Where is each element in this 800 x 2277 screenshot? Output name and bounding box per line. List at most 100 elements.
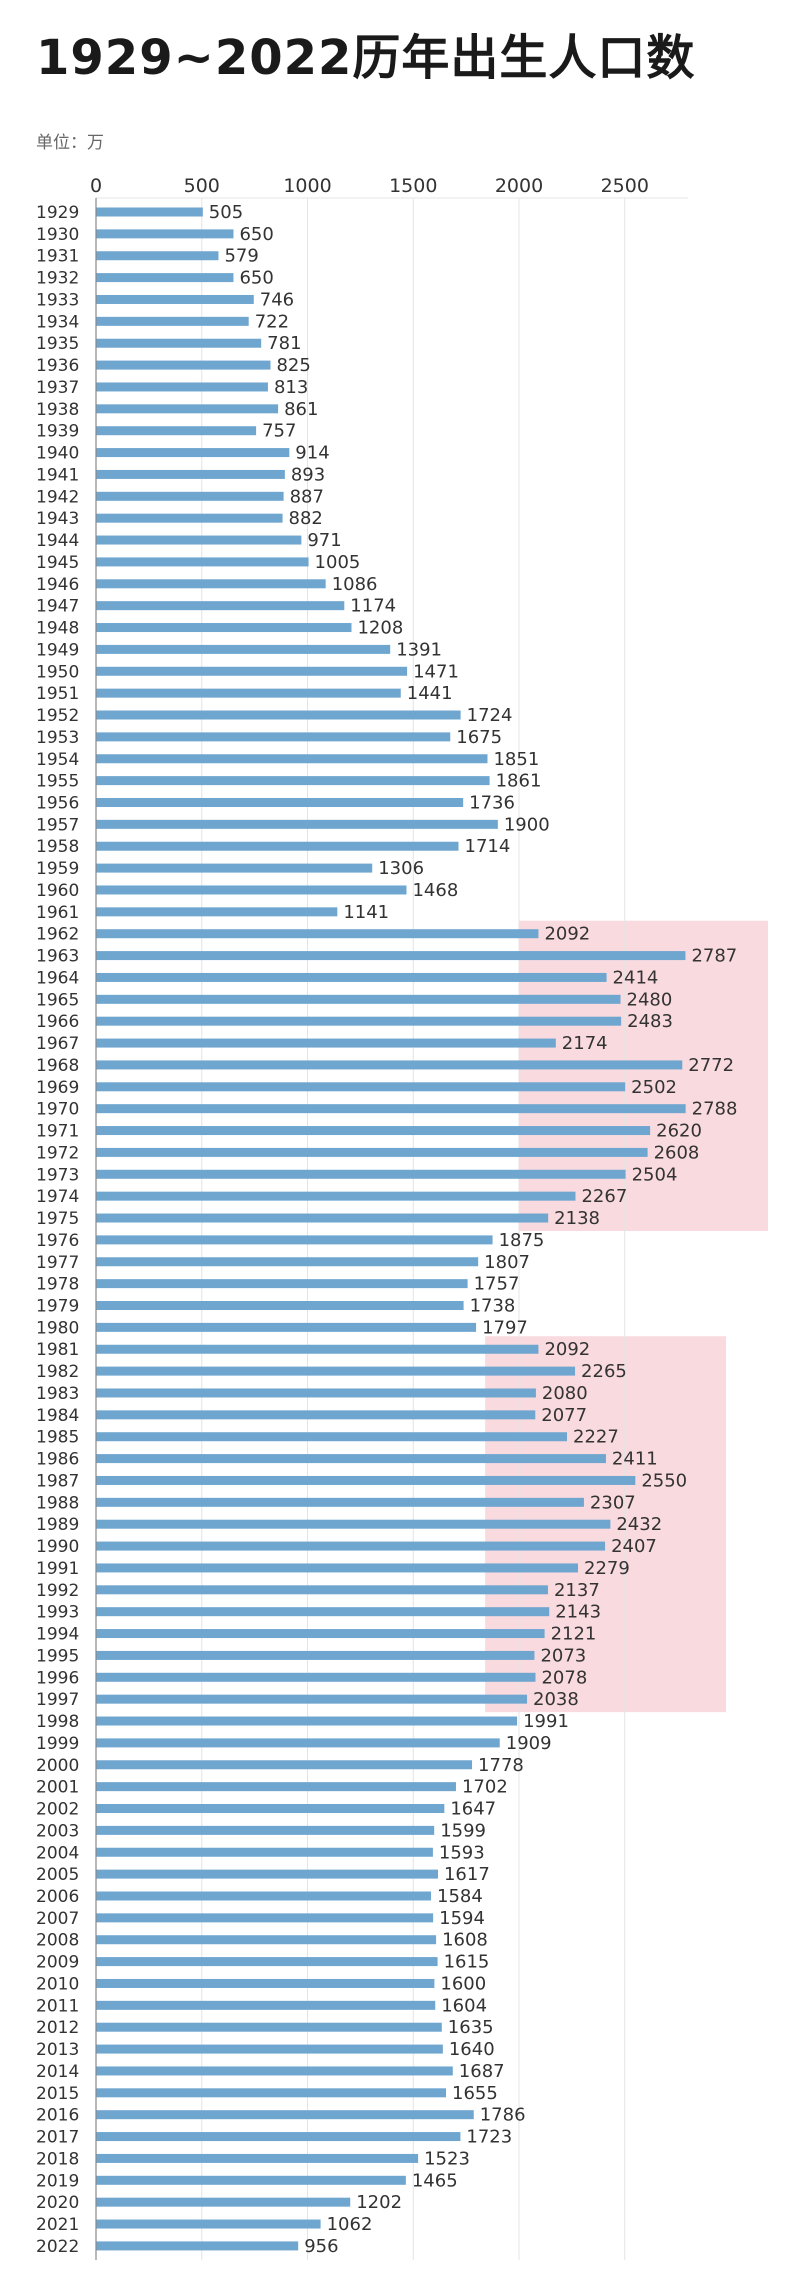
bar-1993 <box>96 1607 550 1617</box>
bar-1974 <box>96 1191 576 1201</box>
value-label: 1875 <box>499 1230 545 1251</box>
value-label: 893 <box>291 464 325 485</box>
year-label: 1937 <box>36 378 79 398</box>
bar-1956 <box>96 797 464 807</box>
value-label: 1391 <box>396 639 442 660</box>
value-label: 1086 <box>332 574 378 595</box>
bar-1965 <box>96 994 621 1004</box>
bar-1929 <box>96 207 203 217</box>
year-label: 1992 <box>36 1581 79 1601</box>
value-label: 2411 <box>612 1449 658 1470</box>
year-label: 2016 <box>36 2106 79 2126</box>
year-label: 1988 <box>36 1493 79 1513</box>
bar-2005 <box>96 1869 438 1879</box>
value-label: 2121 <box>551 1624 597 1645</box>
value-label: 2788 <box>692 1099 738 1120</box>
year-label: 2007 <box>36 1909 79 1929</box>
value-label: 1723 <box>466 2127 512 2148</box>
value-label: 1471 <box>413 661 459 682</box>
year-label: 1993 <box>36 1603 79 1623</box>
value-label: 1441 <box>407 683 453 704</box>
bar-1954 <box>96 754 488 764</box>
bar-1951 <box>96 688 401 698</box>
year-label: 1929 <box>36 203 79 223</box>
bar-1950 <box>96 666 408 676</box>
value-label: 2772 <box>688 1055 734 1076</box>
value-label: 1702 <box>462 1777 508 1798</box>
year-label: 1963 <box>36 947 79 967</box>
value-label: 1594 <box>439 1908 485 1929</box>
bar-1964 <box>96 972 607 982</box>
bar-1975 <box>96 1213 549 1223</box>
bar-2018 <box>96 2153 419 2163</box>
bar-1986 <box>96 1454 606 1464</box>
bar-1981 <box>96 1344 539 1354</box>
value-label: 1675 <box>456 727 502 748</box>
bar-2010 <box>96 1978 435 1988</box>
year-label: 1930 <box>36 225 79 245</box>
bar-1980 <box>96 1322 477 1332</box>
value-label: 1062 <box>327 2214 373 2235</box>
x-tick-label: 500 <box>184 175 220 197</box>
bar-1931 <box>96 251 219 261</box>
year-label: 1975 <box>36 1209 79 1229</box>
value-label: 2092 <box>544 924 590 945</box>
year-label: 1938 <box>36 400 79 420</box>
value-label: 1687 <box>459 2061 505 2082</box>
value-label: 1208 <box>357 618 403 639</box>
bar-1999 <box>96 1738 500 1748</box>
year-label: 1973 <box>36 1165 79 1185</box>
value-label: 2073 <box>540 1645 586 1666</box>
year-label: 2004 <box>36 1843 79 1863</box>
year-label: 1999 <box>36 1734 79 1754</box>
bar-1935 <box>96 338 262 348</box>
value-label: 2620 <box>656 1121 702 1142</box>
bar-1987 <box>96 1475 636 1485</box>
bar-2014 <box>96 2066 453 2076</box>
year-label: 2012 <box>36 2018 79 2038</box>
year-label: 2001 <box>36 1778 79 1798</box>
value-label: 1714 <box>465 836 511 857</box>
value-label: 2502 <box>631 1077 677 1098</box>
value-label: 1736 <box>469 792 515 813</box>
year-label: 1958 <box>36 837 79 857</box>
x-tick-label: 2500 <box>601 175 649 197</box>
bar-1948 <box>96 623 352 633</box>
year-label: 1943 <box>36 509 79 529</box>
value-label: 887 <box>290 486 324 507</box>
bar-2011 <box>96 2000 436 2010</box>
value-label: 1778 <box>478 1755 524 1776</box>
year-label: 1961 <box>36 903 79 923</box>
bar-1973 <box>96 1169 626 1179</box>
bar-1961 <box>96 907 338 917</box>
bar-2015 <box>96 2088 447 2098</box>
value-label: 1851 <box>493 749 539 770</box>
value-label: 1523 <box>424 2148 470 2169</box>
year-label: 2020 <box>36 2193 79 2213</box>
value-label: 914 <box>295 443 329 464</box>
bar-1966 <box>96 1016 622 1026</box>
value-label: 1991 <box>523 1711 569 1732</box>
bar-2001 <box>96 1782 456 1792</box>
year-label: 2002 <box>36 1800 79 1820</box>
year-label: 1977 <box>36 1253 79 1273</box>
year-label: 1941 <box>36 465 79 485</box>
bar-1958 <box>96 841 459 851</box>
bar-1955 <box>96 776 490 786</box>
year-label: 1952 <box>36 706 79 726</box>
bar-1933 <box>96 294 254 304</box>
value-label: 1900 <box>504 814 550 835</box>
year-label: 1972 <box>36 1143 79 1163</box>
value-label: 2480 <box>627 989 673 1010</box>
value-label: 2137 <box>554 1580 600 1601</box>
year-label: 1969 <box>36 1078 79 1098</box>
bar-1938 <box>96 404 279 414</box>
bar-1971 <box>96 1126 651 1136</box>
bar-1998 <box>96 1716 518 1726</box>
year-label: 1956 <box>36 793 79 813</box>
value-label: 813 <box>274 377 308 398</box>
value-label: 757 <box>262 421 296 442</box>
value-label: 1861 <box>496 771 542 792</box>
bar-1949 <box>96 644 391 654</box>
year-label: 1959 <box>36 859 79 879</box>
